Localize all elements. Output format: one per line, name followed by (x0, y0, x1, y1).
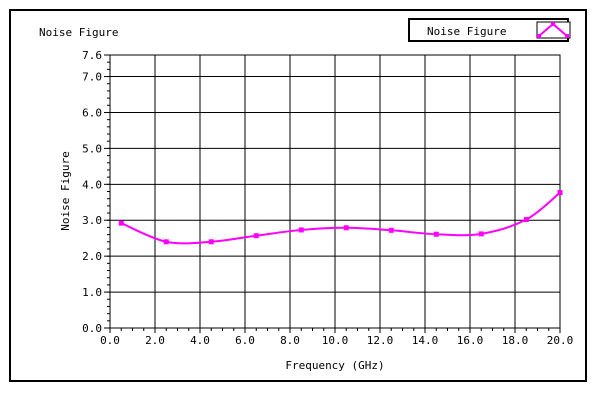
series-line (120, 191, 561, 245)
series-noise-figure (118, 190, 563, 245)
y-tick-label: 2.0 (82, 250, 102, 263)
x-tick-label: 14.0 (412, 334, 439, 347)
legend-label: Noise Figure (427, 25, 506, 38)
x-axis-label: Frequency (GHz) (285, 359, 384, 372)
y-tick-label: 6.0 (82, 106, 102, 119)
y-tick-label: 7.0 (82, 71, 102, 84)
y-tick-labels: 0.0 1.0 2.0 3.0 4.0 5.0 6.0 7.0 7.6 (82, 49, 102, 335)
y-tick-label: 7.6 (82, 49, 102, 62)
x-tick-label: 16.0 (457, 334, 484, 347)
y-tick-label: 4.0 (82, 178, 102, 191)
legend-swatch (536, 21, 571, 39)
x-tick-label: 4.0 (190, 334, 210, 347)
x-tick-label: 0.0 (100, 334, 120, 347)
data-point (388, 227, 394, 233)
y-tick-label: 0.0 (82, 322, 102, 335)
x-tick-label: 20.0 (547, 334, 574, 347)
x-tick-labels: 0.0 2.0 4.0 6.0 8.0 10.0 12.0 14.0 16.0 18.0 20.0 (100, 334, 573, 347)
data-point (163, 239, 169, 245)
data-point (523, 217, 529, 223)
chart-title: Noise Figure (39, 26, 118, 39)
data-point (118, 220, 124, 226)
data-point (298, 227, 304, 233)
chart: Noise Figure Noise Figure 0.0 2.0 4.0 6.0 8.… (39, 18, 573, 372)
chart-frame: Noise Figure Noise Figure 0.0 2.0 4.0 6.0 8.… (9, 9, 587, 382)
x-tick-label: 2.0 (145, 334, 165, 347)
x-tick-label: 18.0 (502, 334, 529, 347)
data-point (433, 231, 439, 237)
data-point (343, 225, 349, 231)
legend: Noise Figure (408, 18, 571, 42)
y-tick-label: 3.0 (82, 214, 102, 227)
y-axis-label: Noise Figure (59, 151, 72, 230)
y-tick-label: 5.0 (82, 142, 102, 155)
data-point (208, 239, 214, 245)
data-point (478, 231, 484, 237)
x-tick-label: 8.0 (280, 334, 300, 347)
x-tick-label: 6.0 (235, 334, 255, 347)
x-tick-label: 12.0 (367, 334, 394, 347)
minor-ticks (104, 54, 561, 333)
data-point (557, 190, 563, 196)
x-tick-label: 10.0 (322, 334, 349, 347)
data-point (253, 233, 259, 239)
y-tick-label: 1.0 (82, 286, 102, 299)
gridlines (109, 55, 561, 329)
